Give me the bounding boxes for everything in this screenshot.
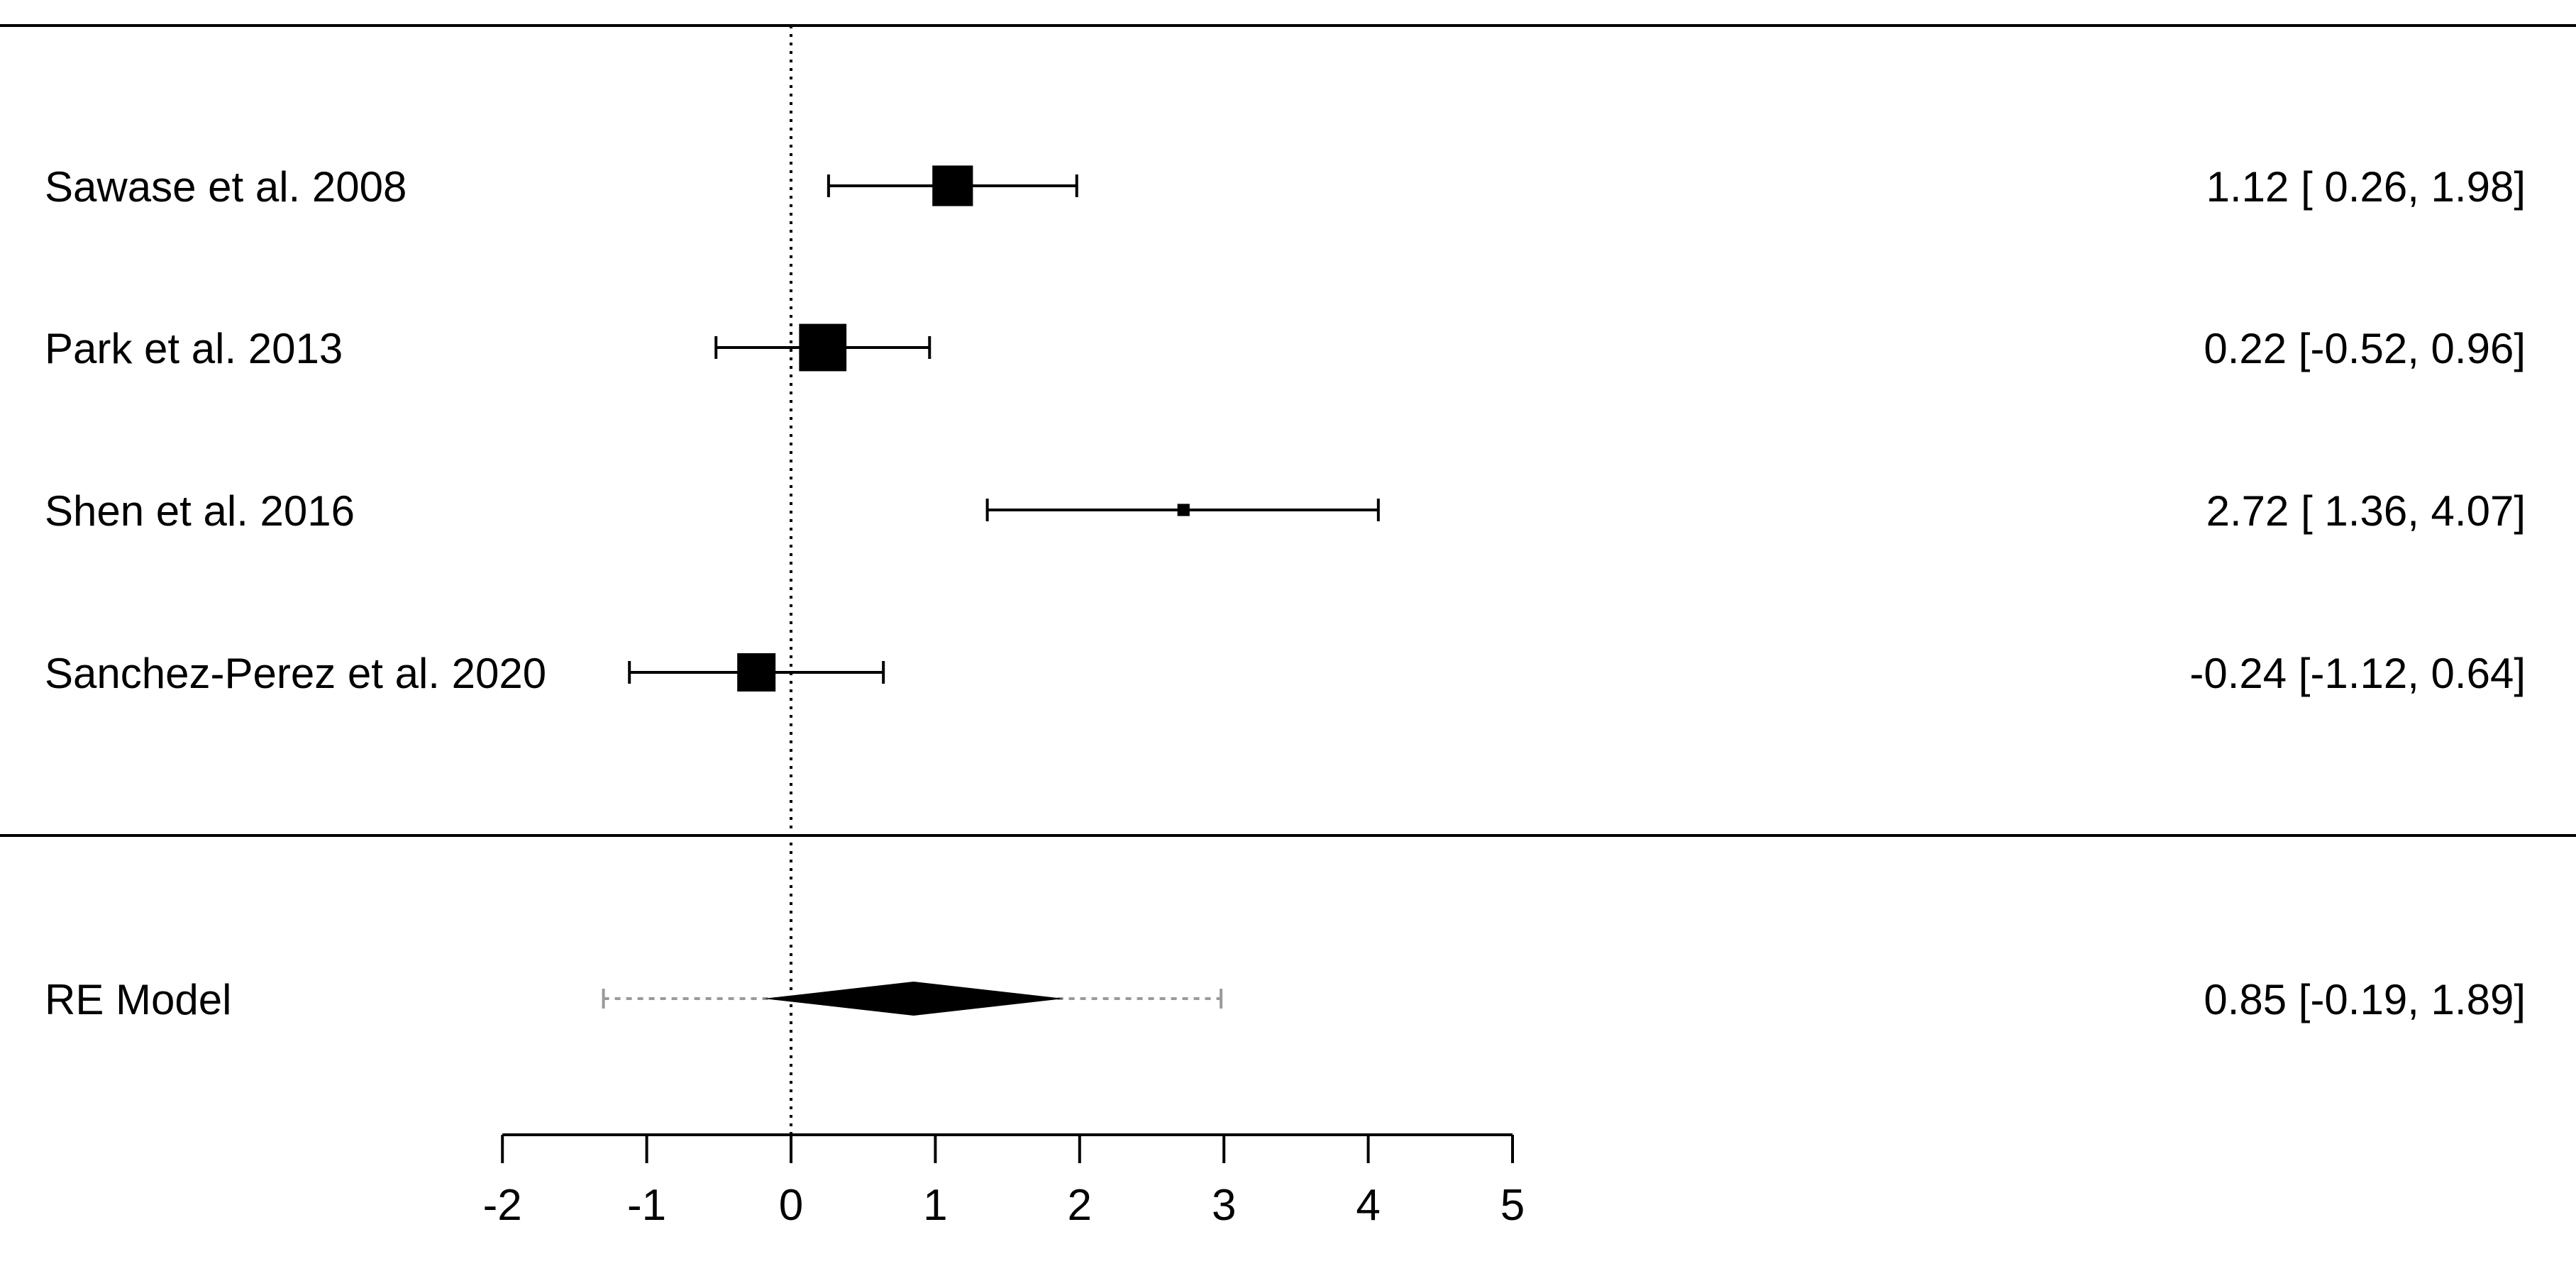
x-axis-tick-label: 0	[779, 1181, 803, 1230]
point-estimate-square	[932, 165, 973, 206]
point-estimate-square	[799, 323, 847, 372]
x-axis-tick-label: 3	[1212, 1181, 1236, 1230]
study-effect-text: -0.24 [-1.12, 0.64]	[2189, 650, 2526, 697]
x-axis-tick-label: -1	[627, 1181, 666, 1230]
study-row: Shen et al. 2016 2.72 [ 1.36, 4.07]	[45, 487, 2526, 535]
x-axis-tick-label: 1	[923, 1181, 947, 1230]
x-axis-tick-label: 2	[1068, 1181, 1092, 1230]
x-axis: -2 -1 0 1 2 3 4 5	[483, 1133, 1525, 1230]
study-label: Shen et al. 2016	[45, 487, 355, 535]
study-row: Sawase et al. 2008 1.12 [ 0.26, 1.98]	[45, 163, 2526, 211]
x-axis-tick-label: -2	[483, 1181, 522, 1230]
study-rows: Sawase et al. 2008 1.12 [ 0.26, 1.98] Park…	[45, 163, 2526, 697]
point-estimate-square	[737, 653, 776, 692]
summary-diamond	[763, 982, 1064, 1016]
study-label: Sawase et al. 2008	[45, 163, 407, 211]
study-label: Park et al. 2013	[45, 325, 343, 372]
study-effect-text: 2.72 [ 1.36, 4.07]	[2206, 487, 2526, 535]
study-effect-text: 0.22 [-0.52, 0.96]	[2204, 325, 2526, 372]
summary-row: RE Model 0.85 [-0.19, 1.89]	[45, 976, 2526, 1023]
x-axis-tick-label: 4	[1356, 1181, 1380, 1230]
study-label: Sanchez-Perez et al. 2020	[45, 650, 546, 697]
study-row: Sanchez-Perez et al. 2020 -0.24 [-1.12, 0…	[45, 650, 2526, 697]
summary-effect-text: 0.85 [-0.19, 1.89]	[2204, 976, 2526, 1023]
study-row: Park et al. 2013 0.22 [-0.52, 0.96]	[45, 323, 2526, 372]
x-axis-tick-label: 5	[1500, 1181, 1525, 1230]
summary-label: RE Model	[45, 976, 231, 1023]
study-effect-text: 1.12 [ 0.26, 1.98]	[2206, 163, 2526, 211]
point-estimate-square	[1177, 504, 1190, 516]
